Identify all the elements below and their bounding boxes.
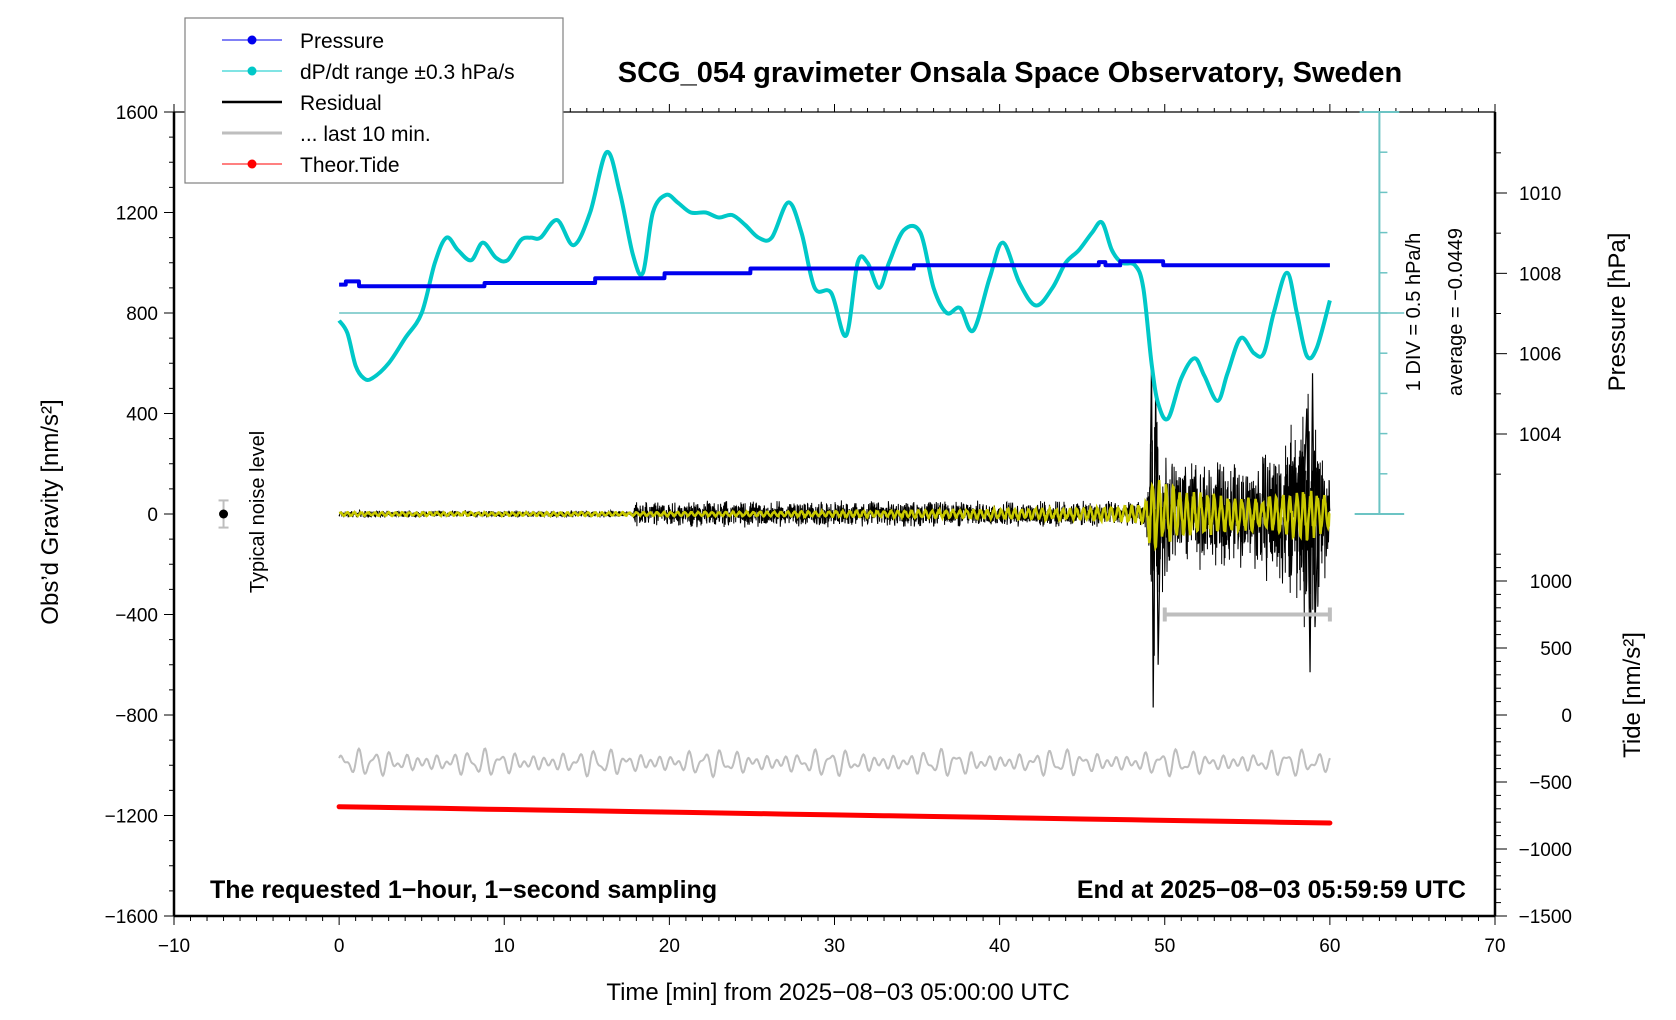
legend-entry-residual: Residual — [222, 92, 382, 115]
chart-title: SCG_054 gravimeter Onsala Space Observat… — [618, 57, 1402, 89]
tide-series-line — [336, 804, 1333, 826]
tide-tick-label: 1000 — [1530, 572, 1572, 593]
x-axis-title: Time [min] from 2025−08−03 05:00:00 UTC — [606, 979, 1069, 1006]
x-tick-label: 50 — [1154, 936, 1175, 957]
tide-tick-label: 500 — [1540, 639, 1572, 660]
legend-label-residual: Residual — [300, 92, 382, 115]
x-tick-labels: −10 0 10 20 30 40 50 60 70 — [158, 936, 1506, 957]
legend-box — [184, 17, 564, 184]
noise-marker-dot — [219, 509, 229, 519]
dpdt-div-label: 1 DIV = 0.5 hPa/h — [1403, 233, 1425, 391]
pressure-tick-label: 1004 — [1519, 425, 1562, 446]
y-tick-label: 1600 — [116, 103, 158, 124]
legend-marker-dpdt — [247, 66, 257, 76]
pressure-tick-label: 1008 — [1519, 264, 1561, 285]
legend-label-tide: Theor.Tide — [300, 154, 400, 177]
legend-label-last10: ... last 10 min. — [300, 123, 431, 146]
y-tick-label: −800 — [115, 706, 158, 727]
pressure-tick-labels: 1010 1008 1006 1004 — [1519, 184, 1562, 446]
tide-tick-label: −1500 — [1519, 907, 1572, 928]
end-time-annotation: End at 2025−08−03 05:59:59 UTC — [1077, 876, 1466, 904]
y-tick-label: 0 — [147, 505, 158, 526]
legend-entry-last10: ... last 10 min. — [222, 123, 431, 146]
pressure-tick-label: 1006 — [1519, 345, 1561, 366]
legend-entry-pressure: Pressure — [222, 30, 384, 53]
legend-marker-tide — [247, 159, 257, 169]
x-tick-label: 20 — [659, 936, 680, 957]
residual-series-line — [338, 393, 1331, 656]
legend-marker-pressure — [247, 35, 257, 45]
legend-entry-dpdt: dP/dt range ±0.3 hPa/s — [222, 61, 515, 84]
dpdt-series-line — [337, 150, 1332, 422]
residual-spike-late — [1302, 373, 1319, 673]
y-axis-title-pressure: Pressure [hPa] — [1604, 233, 1631, 392]
y-tick-label: −1200 — [105, 807, 158, 828]
tide-tick-label: −500 — [1529, 773, 1572, 794]
y-tick-label: 400 — [126, 405, 158, 426]
legend-entry-tide: Theor.Tide — [222, 154, 400, 177]
tide-tick-label: −1000 — [1519, 840, 1572, 861]
x-tick-label: 60 — [1319, 936, 1340, 957]
y-tick-label: 1200 — [116, 204, 158, 225]
axis-ticks — [164, 104, 1507, 925]
last10-series-line — [338, 747, 1331, 779]
legend-label-pressure: Pressure — [300, 30, 384, 53]
pressure-tick-label: 1010 — [1519, 184, 1561, 205]
sampling-annotation: The requested 1−hour, 1−second sampling — [210, 876, 717, 904]
y-axis-title-left: Obs’d Gravity [nm/s²] — [37, 399, 64, 624]
y-tick-labels-left: 1600 1200 800 400 0 −400 −800 −1200 −1600 — [105, 103, 158, 928]
dpdt-average-label: average = −0.0449 — [1445, 228, 1467, 396]
tide-tick-label: 0 — [1561, 706, 1572, 727]
legend-label-dpdt: dP/dt range ±0.3 hPa/s — [300, 61, 515, 84]
y-tick-label: −400 — [115, 606, 158, 627]
x-tick-label: 40 — [989, 936, 1010, 957]
y-axis-title-tide: Tide [nm/s²] — [1619, 632, 1646, 758]
noise-level-label: Typical noise level — [247, 431, 269, 593]
series-layer — [218, 150, 1405, 826]
legend: Pressure dP/dt range ±0.3 hPa/s Residual… — [184, 17, 564, 184]
pressure-series-line — [339, 259, 1330, 289]
filtered-residual-series-line — [338, 479, 1331, 552]
x-tick-label: 0 — [334, 936, 345, 957]
x-tick-label: −10 — [158, 936, 190, 957]
y-tick-label: 800 — [126, 304, 158, 325]
x-tick-label: 30 — [824, 936, 845, 957]
x-tick-label: 10 — [494, 936, 515, 957]
y-tick-label: −1600 — [105, 907, 158, 928]
tide-tick-labels: 1000 500 0 −500 −1000 −1500 — [1519, 572, 1572, 928]
x-tick-label: 70 — [1484, 936, 1505, 957]
